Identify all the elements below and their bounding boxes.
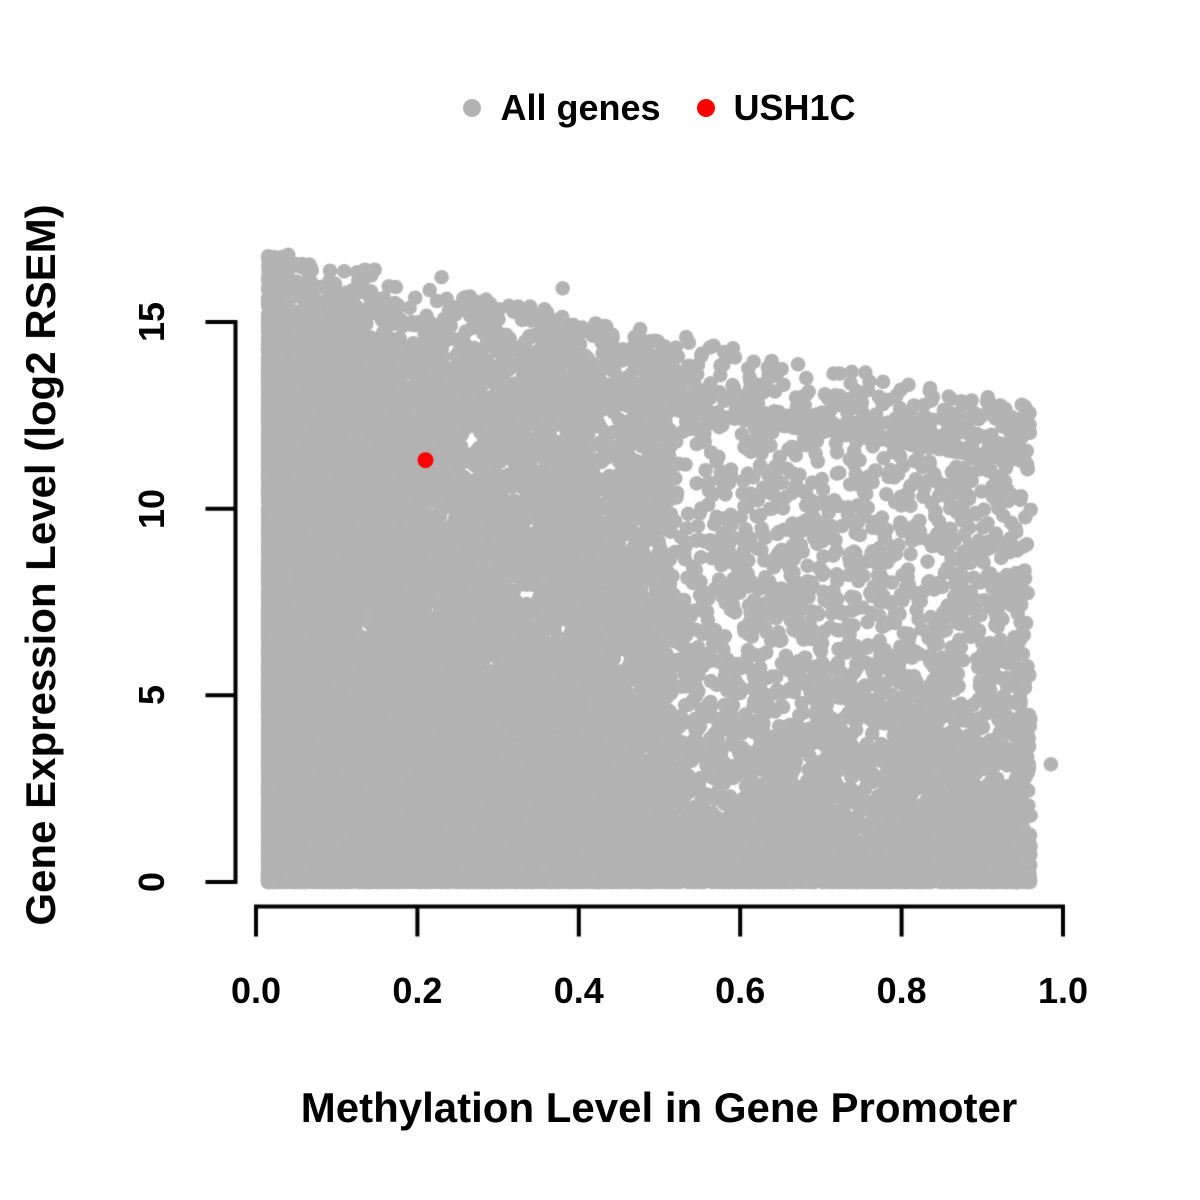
legend-label-all-genes: All genes — [500, 87, 661, 128]
x-axis-title: Methylation Level in Gene Promoter — [300, 1084, 1018, 1131]
legend: All genes USH1C — [256, 86, 1063, 130]
y-tick-label: 5 — [131, 685, 172, 706]
ush1c-marker-icon — [696, 99, 715, 117]
x-tick-label: 1.0 — [1037, 970, 1089, 1011]
y-tick-label: 10 — [131, 488, 172, 529]
y-tick-label: 0 — [131, 871, 172, 893]
x-tick-label: 0.6 — [715, 970, 766, 1011]
all-genes-marker-icon — [463, 99, 482, 117]
legend-item-ush1c: USH1C — [696, 87, 856, 128]
y-axis-title: Gene Expression Level (log2 RSEM) — [17, 204, 64, 926]
x-tick-label: 0.0 — [230, 970, 282, 1011]
x-tick-label: 0.4 — [553, 970, 604, 1011]
x-tick-label: 0.8 — [876, 970, 927, 1011]
legend-item-all-genes: All genes — [463, 87, 661, 128]
legend-label-ush1c: USH1C — [733, 87, 856, 128]
x-tick-label: 0.2 — [392, 970, 443, 1011]
y-tick-label: 15 — [131, 301, 172, 343]
